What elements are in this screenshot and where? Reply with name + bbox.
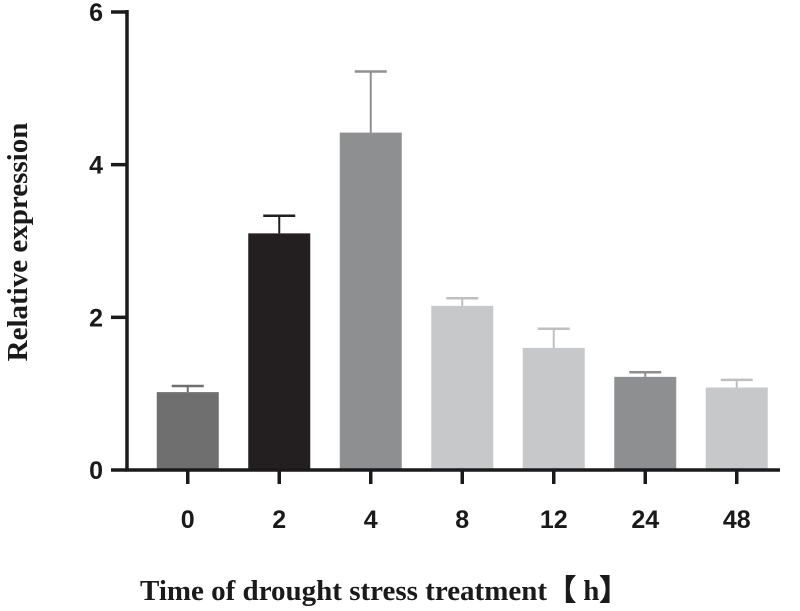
bar-0	[156, 392, 219, 470]
y-tick-label-0: 0	[89, 457, 103, 485]
x-tick-label-12: 12	[540, 506, 568, 534]
y-tick-label-6: 6	[89, 0, 103, 27]
x-tick-label-0: 0	[181, 506, 195, 534]
y-tick-label-2: 2	[89, 304, 103, 332]
bar-24	[614, 376, 677, 470]
x-axis-title: Time of drought stress treatment【 h】	[140, 574, 628, 607]
bar-2	[248, 233, 311, 470]
bar-4	[339, 132, 402, 470]
x-tick-label-48: 48	[723, 506, 751, 534]
x-tick-label-4: 4	[364, 506, 378, 534]
bar-12	[522, 347, 585, 470]
bars-layer	[156, 132, 768, 470]
y-tick-label-4: 4	[89, 152, 103, 180]
x-tick-label-8: 8	[455, 506, 469, 534]
bar-8	[431, 305, 494, 470]
error-bars-layer	[171, 70, 753, 393]
axes-layer	[111, 10, 780, 484]
x-tick-label-2: 2	[272, 506, 286, 534]
bar-48	[705, 387, 768, 470]
y-axis-title: Relative expression	[2, 123, 34, 362]
x-tick-label-24: 24	[631, 506, 659, 534]
